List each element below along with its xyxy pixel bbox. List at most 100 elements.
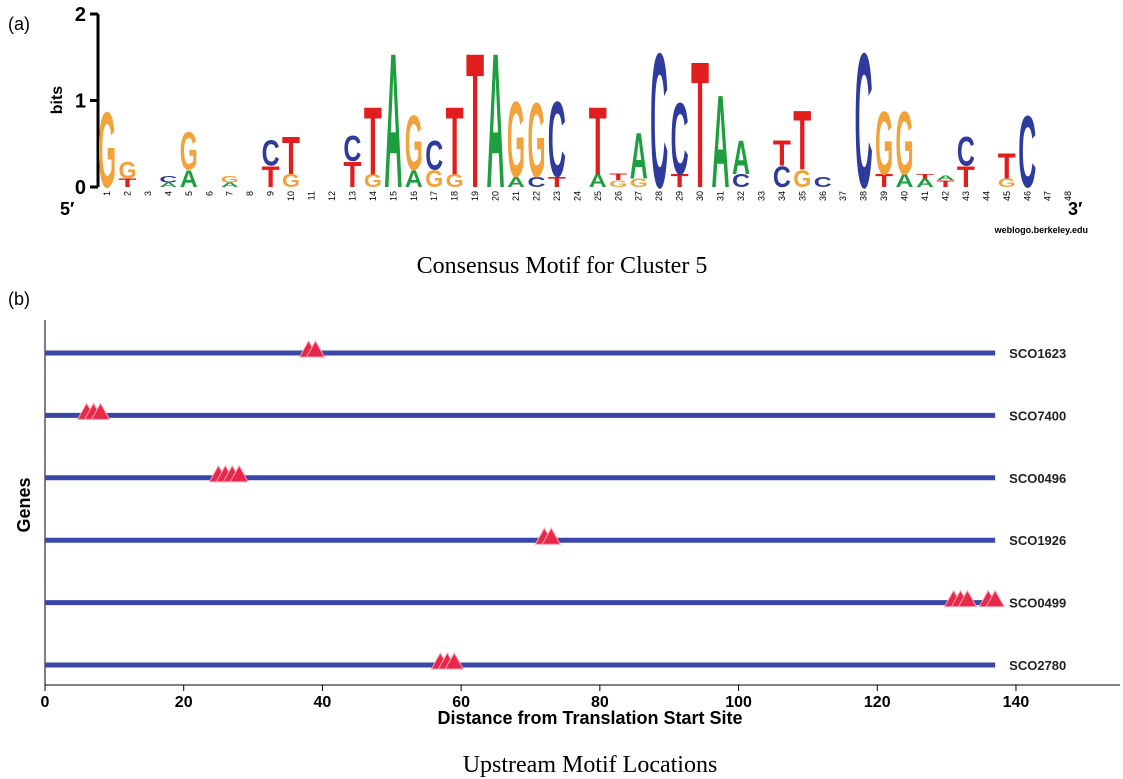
- motif-marker: [90, 402, 111, 420]
- y-tick-label: 0: [75, 177, 86, 199]
- x-tick-label: 7: [225, 191, 235, 196]
- logo-letter: A: [712, 69, 730, 216]
- logo-letter: T: [671, 170, 690, 191]
- y-axis-label: Genes: [14, 477, 34, 532]
- x-tick-label: 35: [797, 191, 807, 201]
- x-tick-label: 40: [900, 191, 910, 201]
- end-label: 5′: [60, 199, 74, 219]
- motif-marker: [541, 527, 562, 545]
- logo-letter: A: [732, 131, 750, 185]
- logo-letter: C: [855, 15, 873, 230]
- x-tick-label: 6: [204, 191, 214, 196]
- x-tick-label: 60: [452, 694, 470, 711]
- gene-label: SCO7400: [1009, 408, 1066, 423]
- x-tick-label: 12: [327, 191, 337, 201]
- x-tick-label: 40: [314, 694, 332, 711]
- logo-letter: T: [793, 95, 811, 189]
- logo-letter: G: [793, 166, 811, 192]
- logo-letter: G: [405, 101, 423, 187]
- logo-letter: T: [916, 173, 934, 180]
- x-tick-label: 14: [368, 191, 378, 201]
- x-tick-label: 46: [1022, 191, 1032, 201]
- x-tick-label: 15: [388, 191, 398, 201]
- x-tick-label: 33: [756, 191, 766, 201]
- x-tick-label: 25: [593, 191, 603, 201]
- logo-letter: A: [487, 15, 505, 230]
- logo-letter: A: [159, 182, 177, 189]
- logo-letter: G: [446, 170, 464, 191]
- logo-letter: G: [875, 94, 893, 195]
- x-tick-label: 10: [286, 191, 296, 201]
- gene-label: SCO1926: [1009, 533, 1066, 548]
- logo-letter: G: [507, 79, 525, 200]
- logo-letter: T: [343, 154, 361, 195]
- gene-label: SCO0496: [1009, 471, 1066, 486]
- logo-letter: A: [936, 175, 954, 182]
- logo-letter: T: [609, 172, 628, 183]
- logo-letter: A: [221, 182, 239, 189]
- x-tick-label: 39: [879, 191, 889, 201]
- x-tick-label: 2: [122, 191, 132, 196]
- logo-letter: T: [446, 86, 464, 194]
- logo-letter: C: [1018, 95, 1036, 209]
- logo-letter: C: [159, 175, 177, 186]
- logo-letter: G: [425, 166, 443, 192]
- x-tick-label: 29: [675, 191, 685, 201]
- x-tick-label: 5: [184, 191, 194, 196]
- x-tick-label: 11: [307, 191, 317, 200]
- logo-letter: G: [609, 179, 627, 190]
- logo-letter: A: [180, 166, 198, 192]
- motif-marker: [305, 339, 326, 358]
- x-tick-label: 0: [41, 694, 50, 711]
- gene-label: SCO0499: [1009, 596, 1066, 611]
- logo-letter: T: [466, 15, 484, 230]
- x-tick-label: 19: [470, 191, 480, 201]
- x-tick-label: 31: [716, 191, 726, 201]
- motif-marker: [444, 651, 465, 670]
- logo-letter: C: [548, 79, 566, 200]
- x-tick-label: 24: [572, 191, 582, 201]
- logo-letter: T: [364, 86, 382, 194]
- logo-letter: C: [671, 82, 689, 196]
- x-tick-label: 20: [175, 694, 193, 711]
- x-tick-label: 48: [1063, 191, 1073, 201]
- logo-letter: T: [262, 160, 280, 194]
- y-axis-label: bits: [49, 86, 66, 115]
- logo-letter: T: [998, 146, 1016, 187]
- logo-letter: A: [507, 175, 525, 191]
- logo-letter: T: [773, 133, 791, 174]
- logo-letter: C: [773, 160, 791, 194]
- x-tick-label: 34: [777, 191, 787, 201]
- x-tick-label: 47: [1043, 191, 1053, 201]
- y-tick-label: 1: [75, 91, 86, 113]
- x-tick-label: 120: [864, 694, 891, 711]
- x-tick-label: 30: [695, 191, 705, 201]
- x-tick-label: 42: [940, 191, 950, 201]
- logo-letter: T: [957, 160, 975, 194]
- motif-marker: [985, 589, 1006, 608]
- logo-letter: G: [98, 89, 116, 210]
- logo-letter: C: [650, 15, 668, 230]
- x-tick-label: 9: [266, 191, 276, 196]
- x-tick-label: 44: [981, 191, 991, 201]
- x-tick-label: 32: [736, 191, 746, 201]
- logo-letter: T: [936, 179, 955, 190]
- gene-label: SCO1623: [1009, 346, 1066, 361]
- logo-letter: G: [998, 177, 1016, 190]
- logo-letter: T: [118, 177, 136, 190]
- logo-letter: G: [896, 94, 914, 195]
- x-tick-label: 43: [961, 191, 971, 201]
- x-tick-label: 16: [409, 191, 419, 201]
- x-tick-label: 37: [838, 191, 848, 201]
- x-tick-label: 38: [859, 191, 869, 201]
- chart-title: Consensus Motif for Cluster 5: [417, 253, 708, 279]
- logo-letter: A: [405, 166, 423, 192]
- x-tick-label: 45: [1002, 191, 1012, 201]
- logo-letter: G: [364, 170, 382, 191]
- logo-letter: T: [548, 175, 567, 191]
- logo-letter: T: [691, 26, 709, 226]
- x-tick-label: 22: [531, 191, 541, 201]
- logo-letter: C: [343, 129, 361, 170]
- logo-letter: A: [384, 15, 402, 230]
